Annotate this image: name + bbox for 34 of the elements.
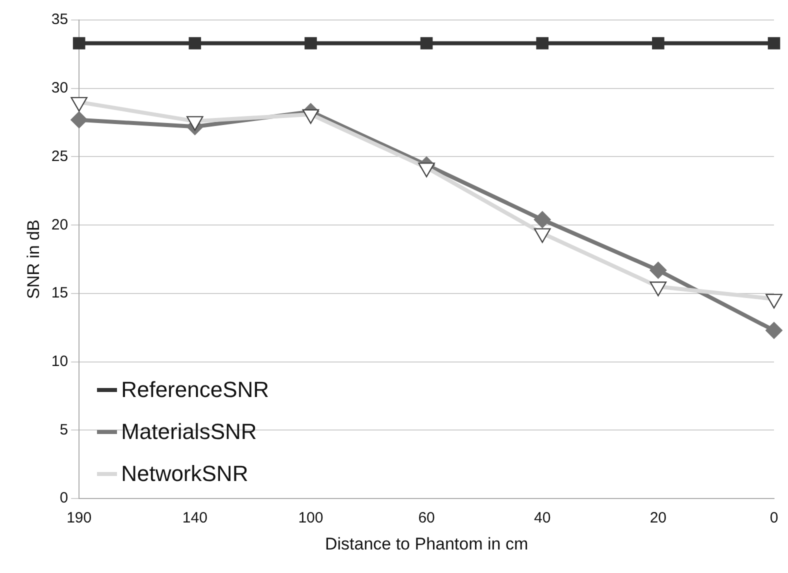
y-tick-label: 0 xyxy=(60,490,68,507)
point xyxy=(70,111,88,128)
point xyxy=(766,294,782,309)
point xyxy=(766,322,782,339)
x-axis-title: Distance to Phantom in cm xyxy=(324,534,528,554)
point xyxy=(534,228,551,243)
x-tick-label: 190 xyxy=(66,510,92,527)
point xyxy=(188,37,202,50)
x-tick-label: 40 xyxy=(534,510,551,527)
y-tick-label: 35 xyxy=(51,11,68,28)
point xyxy=(768,37,780,50)
y-tick-label: 15 xyxy=(51,284,68,302)
point xyxy=(652,37,664,50)
point xyxy=(650,262,667,279)
y-tick-label: 25 xyxy=(51,148,68,165)
x-tick-label: 60 xyxy=(418,510,435,527)
point xyxy=(534,211,551,228)
legend-label: NetworkSNR xyxy=(120,460,250,488)
y-tick-label: 10 xyxy=(51,353,68,370)
x-tick-label: 20 xyxy=(650,510,667,527)
point xyxy=(72,37,86,50)
x-tick-label: 140 xyxy=(182,510,208,527)
point xyxy=(420,37,433,50)
x-tick-label: 100 xyxy=(298,510,324,527)
point xyxy=(304,37,317,50)
y-tick-label: 5 xyxy=(60,421,68,438)
point xyxy=(650,282,667,296)
y-tick-label: 30 xyxy=(51,80,68,97)
x-tick-label: 0 xyxy=(770,510,778,527)
y-tick-label: 20 xyxy=(51,216,68,234)
point xyxy=(536,37,549,50)
legend-label: ReferenceSNR xyxy=(120,376,270,404)
legend-label: MaterialsSNR xyxy=(120,418,258,446)
y-axis-title: SNR in dB xyxy=(24,220,43,299)
